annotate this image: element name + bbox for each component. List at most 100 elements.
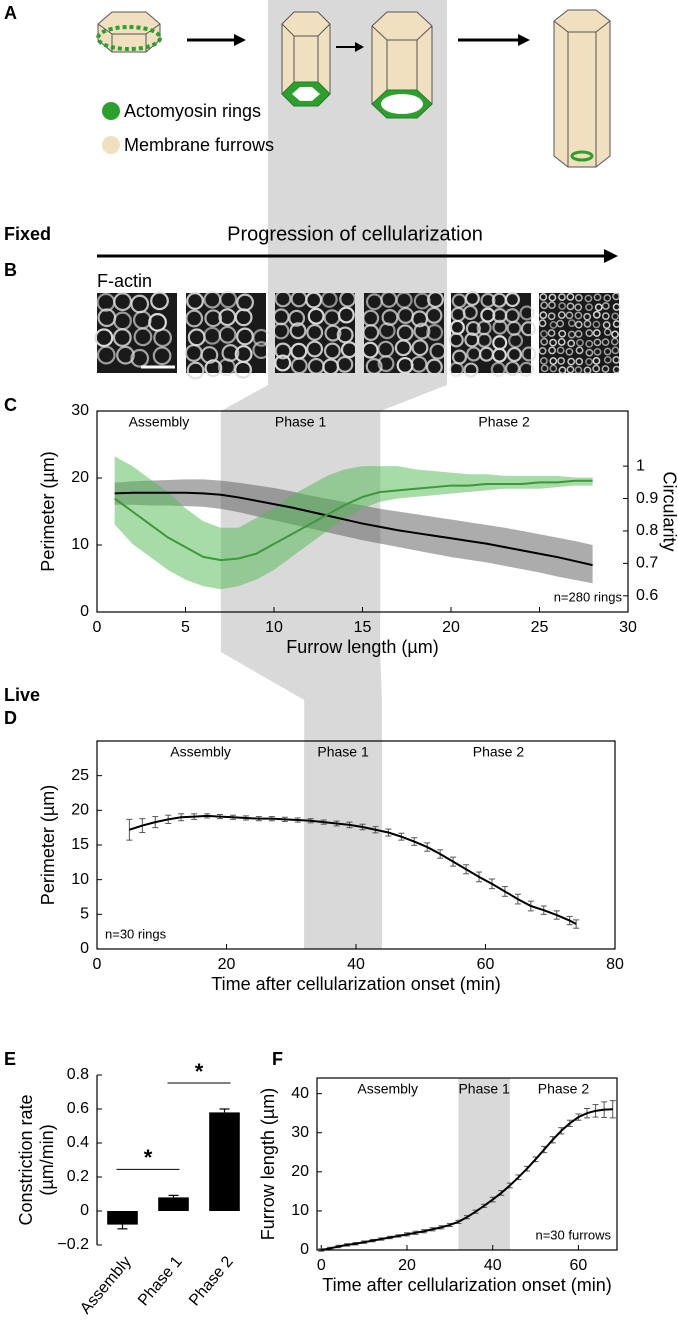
cell-outline xyxy=(548,301,556,310)
micrograph xyxy=(272,290,358,376)
cell-outline xyxy=(585,348,594,357)
cell-outline xyxy=(576,338,584,347)
phase-label: Phase 1 xyxy=(275,414,327,430)
stain-label: F-actin xyxy=(97,271,152,291)
cell-outline xyxy=(490,361,506,377)
bar xyxy=(107,1211,138,1225)
x-tick-label: 10 xyxy=(265,619,283,636)
plot-frame xyxy=(96,410,629,613)
prism-edge xyxy=(281,23,331,37)
y-tick-label: 10 xyxy=(291,1202,309,1219)
cell-outline xyxy=(601,302,610,310)
cell-outline xyxy=(336,326,354,344)
x-tick-label: 60 xyxy=(570,1257,588,1274)
category-label: Phase 2 xyxy=(186,1253,237,1309)
error-bar xyxy=(219,1108,230,1113)
y-tick-label: 20 xyxy=(71,469,89,486)
cell-outline xyxy=(558,302,567,310)
cell-outline xyxy=(612,320,621,328)
ring-hole xyxy=(292,87,320,101)
cell-outline xyxy=(464,290,480,306)
x-tick-label: 20 xyxy=(398,1257,416,1274)
cell-outline xyxy=(592,356,601,365)
cell-outline xyxy=(585,339,594,348)
micrograph xyxy=(184,290,271,380)
cell-outline xyxy=(583,312,592,321)
y2-tick-label: 0.6 xyxy=(636,587,658,604)
micrographs xyxy=(94,290,621,380)
cell-outline xyxy=(592,320,601,329)
cell-outline xyxy=(567,319,576,328)
sample-size: n=280 rings xyxy=(554,589,623,604)
bar xyxy=(158,1197,189,1211)
cell-outline xyxy=(186,292,204,310)
data-line xyxy=(114,479,593,562)
y-axis-title: (µm/min) xyxy=(37,1124,57,1195)
micrograph xyxy=(448,290,537,378)
y-tick-label: 0 xyxy=(80,603,89,620)
cell-outline xyxy=(566,302,575,311)
cell-outline xyxy=(204,309,223,328)
x-tick-label: 15 xyxy=(354,619,372,636)
cell-outline xyxy=(274,290,292,308)
significance-label: * xyxy=(144,1145,153,1170)
cell-outline xyxy=(480,292,496,308)
error-band xyxy=(114,479,593,584)
cell-outline xyxy=(272,322,290,340)
cell-outline xyxy=(426,324,444,341)
sample-size: n=30 furrows xyxy=(535,1227,611,1242)
cell-outline xyxy=(566,365,575,374)
sample-size: n=30 rings xyxy=(105,926,167,941)
y-axis-title: Constriction rate xyxy=(16,1094,36,1225)
x-tick-label: 0 xyxy=(317,1257,326,1274)
cell-outline xyxy=(549,364,558,373)
furrow-prism xyxy=(553,9,611,168)
chart: Assembly Phase 1 Phase 201020300.60.70.80.… xyxy=(38,402,678,657)
cell-outline xyxy=(592,310,601,319)
significance-label: * xyxy=(195,1059,204,1084)
cell-outline xyxy=(612,365,621,374)
cell-outline xyxy=(574,303,583,312)
x-tick-label: 20 xyxy=(218,956,236,973)
actomyosin-ring xyxy=(96,25,162,51)
x-tick-label: 80 xyxy=(606,956,624,973)
cell-outline xyxy=(378,322,396,340)
micrograph xyxy=(94,291,177,373)
data-line xyxy=(321,1108,613,1251)
cell-outline xyxy=(200,346,219,364)
cell-outline xyxy=(603,347,612,356)
cell-outline xyxy=(413,292,431,310)
cell-outline xyxy=(540,301,549,310)
cell-outline xyxy=(574,311,583,320)
y2-tick-label: 0.7 xyxy=(636,555,658,572)
cell-outline xyxy=(365,357,383,375)
y-tick-label: 0 xyxy=(80,940,89,957)
actomyosin-ring xyxy=(570,150,594,162)
x-tick-label: 5 xyxy=(181,619,190,636)
cell-outline xyxy=(234,360,252,379)
cell-outline xyxy=(575,346,584,355)
cell-outline xyxy=(557,338,566,346)
cell-outline xyxy=(612,303,621,311)
cell-outline xyxy=(548,346,556,355)
cell-outline xyxy=(547,312,556,321)
cell-outline xyxy=(539,311,548,320)
cell-outline xyxy=(476,332,492,348)
panel-label: C xyxy=(4,395,17,415)
cell-outline xyxy=(585,303,593,312)
y-tick-label: 25 xyxy=(71,767,89,784)
cell-outline xyxy=(557,311,566,319)
cell-outline xyxy=(592,364,601,373)
cell-outline xyxy=(411,339,429,357)
cell-outline xyxy=(593,338,602,347)
cell-outline xyxy=(584,294,593,303)
diagram xyxy=(96,9,611,168)
legend-label: Membrane furrows xyxy=(124,135,274,155)
cell-outline xyxy=(556,319,565,328)
cell-outline xyxy=(290,357,308,375)
x-axis-title: Time after cellularization onset (min) xyxy=(322,1275,611,1295)
cell-outline xyxy=(307,307,325,325)
phase-label: Phase 2 xyxy=(538,1081,590,1097)
cell-outline xyxy=(574,366,583,375)
section-label: Fixed xyxy=(4,224,51,244)
